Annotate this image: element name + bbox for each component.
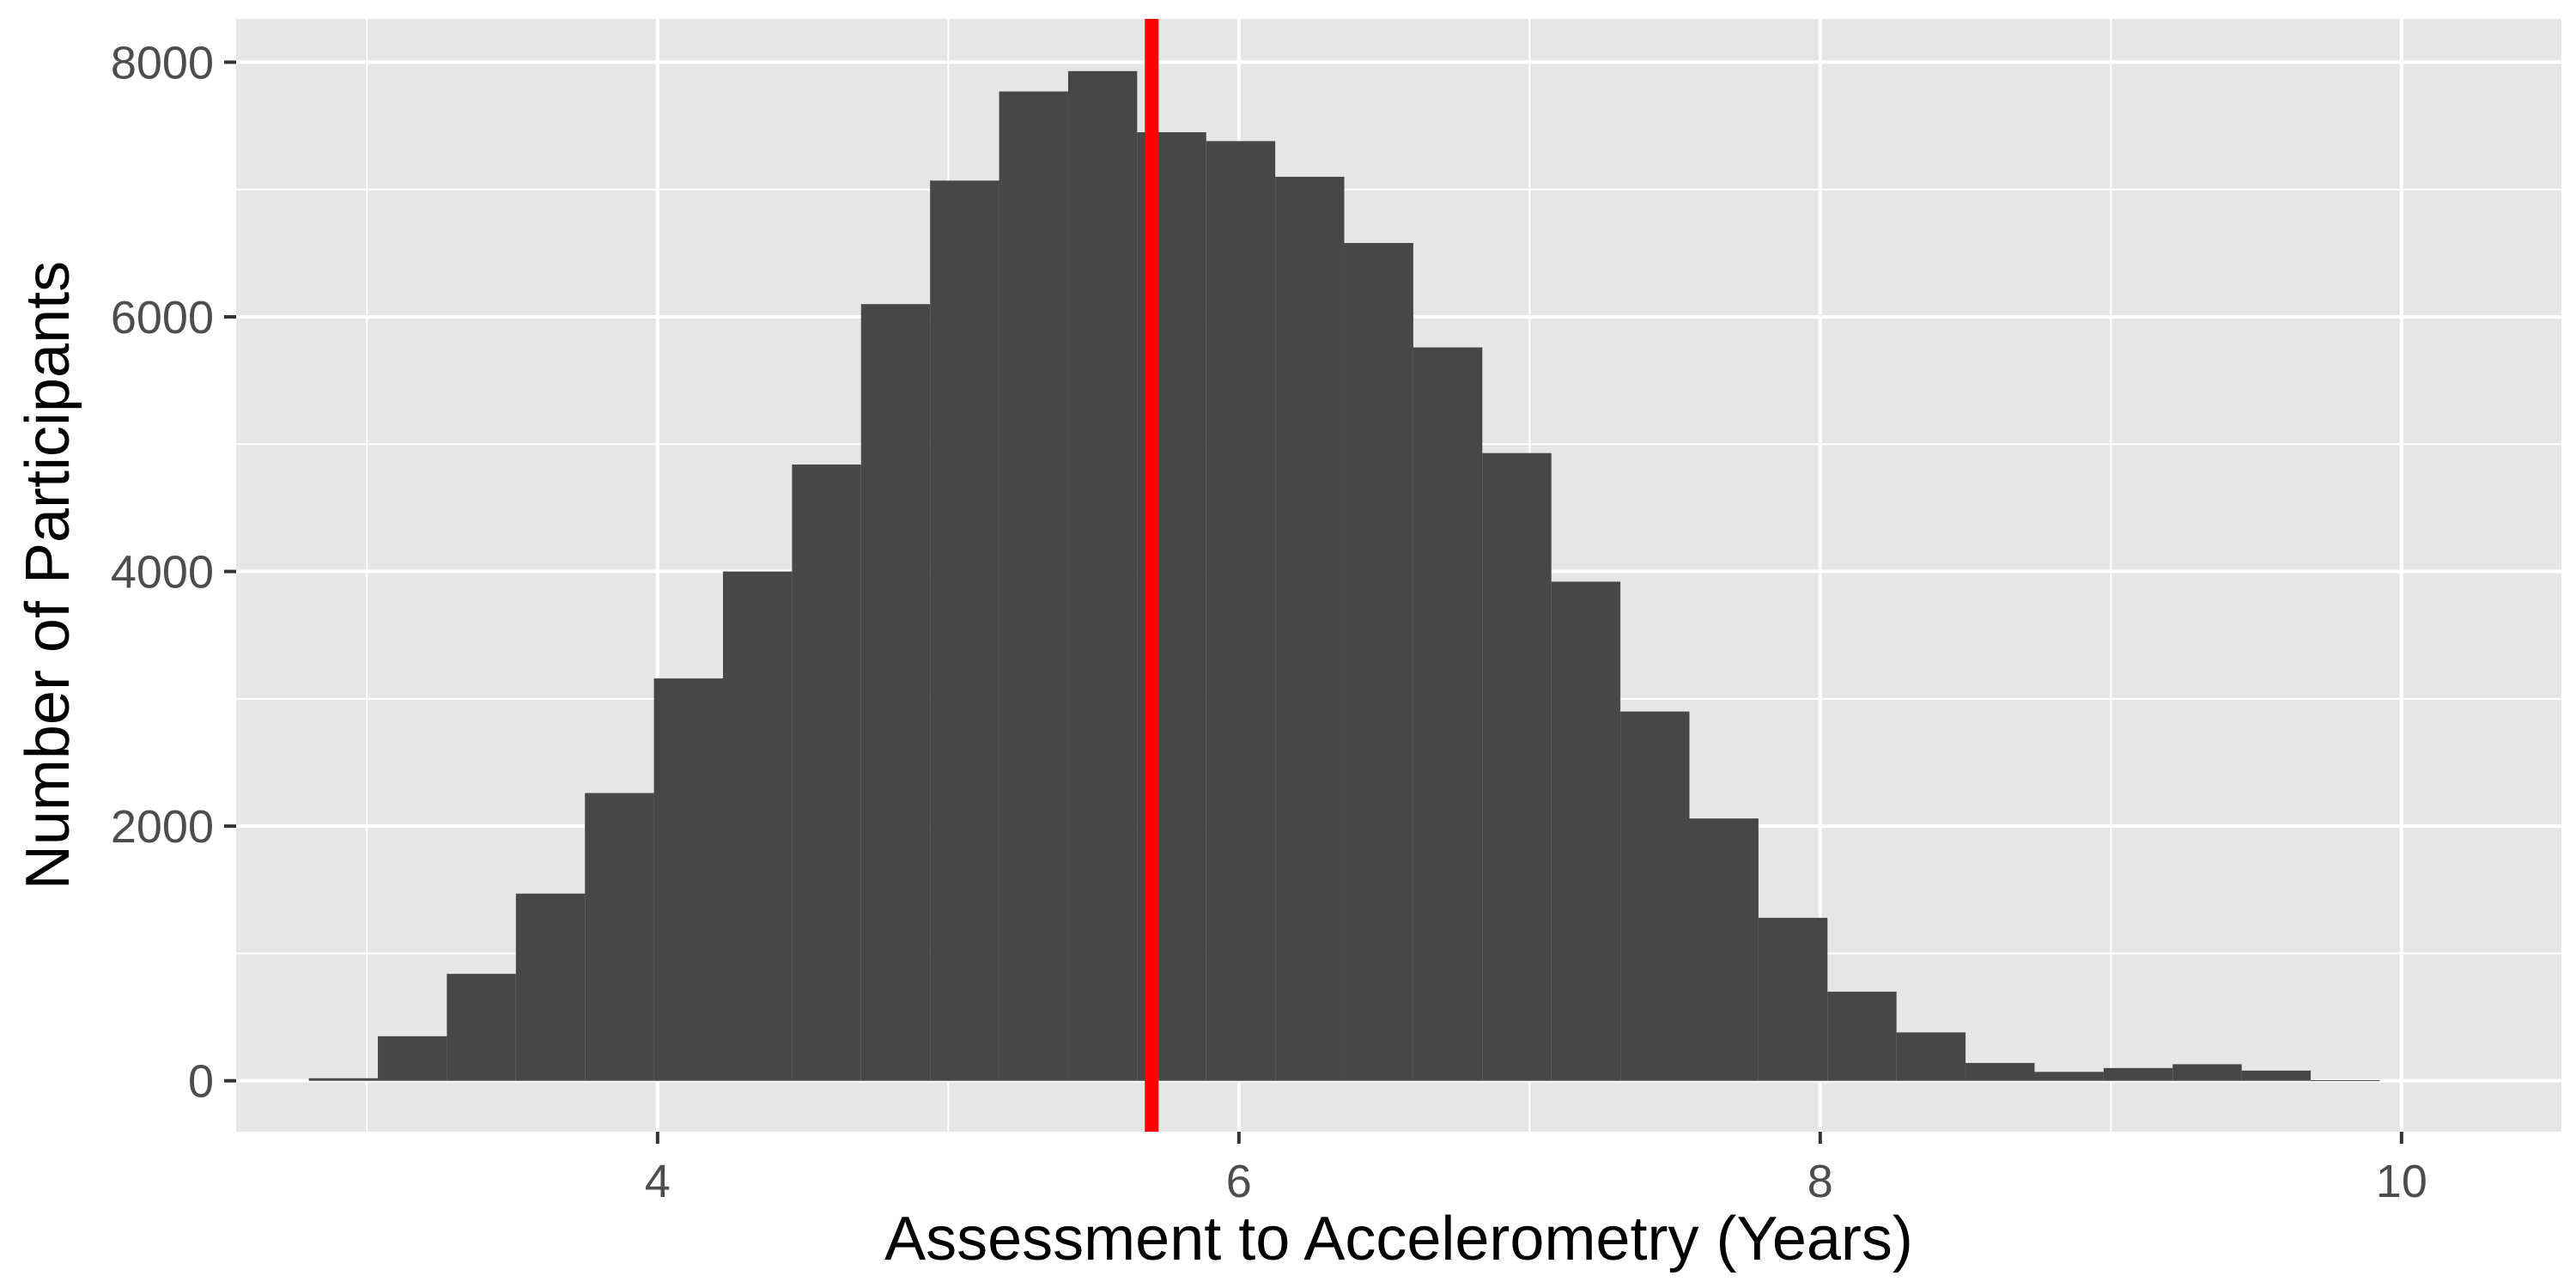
histogram-bar xyxy=(378,1036,447,1081)
y-tick-label: 0 xyxy=(188,1056,214,1108)
histogram-bar xyxy=(1620,711,1690,1081)
y-axis-title: Number of Participants xyxy=(14,261,82,890)
histogram-bars xyxy=(308,70,2380,1081)
histogram-bar xyxy=(860,304,931,1081)
histogram-bar xyxy=(2034,1072,2104,1081)
histogram-bar xyxy=(1896,1032,1966,1081)
histogram-bar xyxy=(308,1078,379,1081)
histogram-bar xyxy=(1827,991,1897,1081)
x-tick-label: 10 xyxy=(2376,1156,2427,1207)
histogram-bar xyxy=(2103,1067,2173,1081)
histogram-bar xyxy=(1275,176,1345,1081)
histogram-bar xyxy=(930,180,999,1081)
histogram-bar xyxy=(2172,1064,2242,1081)
y-tick-label: 8000 xyxy=(111,37,214,88)
x-tick-label: 6 xyxy=(1226,1156,1252,1207)
y-tick-label: 2000 xyxy=(111,801,214,853)
y-tick-label: 6000 xyxy=(111,292,214,343)
histogram-bar xyxy=(653,678,723,1081)
histogram-bar xyxy=(1206,141,1276,1081)
histogram-bar xyxy=(999,91,1068,1081)
histogram-bar xyxy=(2311,1079,2380,1081)
histogram-bar xyxy=(1067,70,1138,1081)
histogram-bar xyxy=(1965,1062,2035,1081)
x-tick-label: 8 xyxy=(1807,1156,1833,1207)
histogram-bar xyxy=(585,793,654,1081)
x-axis-ticks: 4 6 8 10 xyxy=(645,1132,2427,1207)
x-tick-label: 4 xyxy=(645,1156,671,1207)
histogram-bar xyxy=(515,893,586,1081)
x-axis-title: Assessment to Accelerometry (Years) xyxy=(884,1205,1913,1273)
histogram-bar xyxy=(1344,242,1413,1081)
y-axis-ticks: 0 2000 4000 6000 8000 xyxy=(111,37,236,1108)
histogram-bar xyxy=(447,974,516,1081)
histogram-bar xyxy=(2241,1070,2312,1081)
histogram-bar xyxy=(1482,453,1552,1081)
histogram-bar xyxy=(1689,818,1759,1081)
histogram-bar xyxy=(1758,917,1828,1081)
histogram-bar xyxy=(1551,581,1621,1081)
histogram-bar xyxy=(1413,347,1483,1081)
histogram-bar xyxy=(722,571,793,1081)
y-tick-label: 4000 xyxy=(111,547,214,598)
histogram-bar xyxy=(792,464,861,1081)
